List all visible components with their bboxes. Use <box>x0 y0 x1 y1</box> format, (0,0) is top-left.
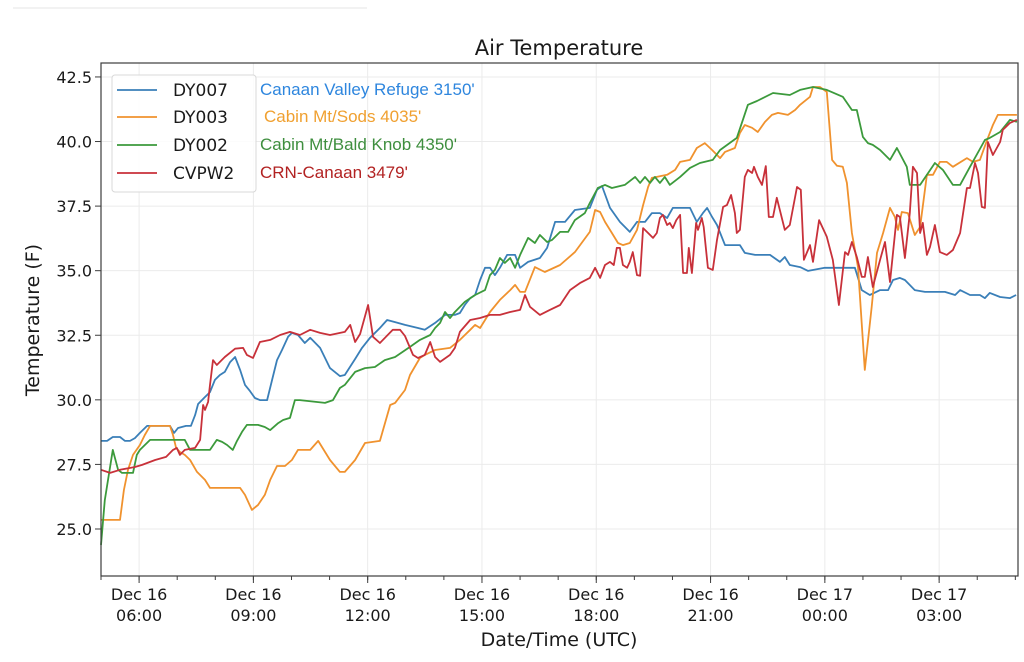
x-axis-label: Date/Time (UTC) <box>481 629 638 651</box>
y-tick-label: 32.5 <box>56 326 92 345</box>
x-axis: Dec 16 06:00 Dec 16 09:00 Dec 16 12:00 Dec 16 1… <box>100 576 1016 625</box>
x-tick-label-time: 18:00 <box>573 606 619 625</box>
y-axis-label: Temperature (F) <box>22 244 44 397</box>
series-lines <box>100 86 1018 546</box>
x-tick-label-date: Dec 17 <box>911 585 967 604</box>
series-line-cvpw2 <box>100 118 1018 474</box>
x-tick-label-date: Dec 17 <box>797 585 853 604</box>
x-tick-label-date: Dec 16 <box>339 585 395 604</box>
x-tick-label-date: Dec 16 <box>111 585 167 604</box>
legend-label: DY007 <box>173 81 228 101</box>
y-tick-label: 25.0 <box>56 520 92 539</box>
y-axis: 25.0 27.5 30.0 32.5 35.0 37.5 40.0 42.5 <box>56 68 101 539</box>
legend-label: DY003 <box>173 108 228 128</box>
top-divider <box>13 7 367 9</box>
x-tick-label-time: 03:00 <box>916 606 962 625</box>
series-line-dy007 <box>101 185 1017 442</box>
station-description: Cabin Mt/Bald Knob 4350' <box>260 135 457 154</box>
x-tick-label-date: Dec 16 <box>682 585 738 604</box>
legend-label: DY002 <box>173 136 228 156</box>
series-line-dy003 <box>101 86 1017 521</box>
y-tick-label: 30.0 <box>56 391 92 410</box>
series-line-dy002 <box>100 86 1018 546</box>
chart-title: Air Temperature <box>475 36 644 60</box>
legend-box <box>111 74 257 193</box>
legend: DY007 DY003 DY002 CVPW2 <box>111 74 257 193</box>
station-description: Cabin Mt/Sods 4035' <box>264 107 421 126</box>
plot-frame <box>100 62 1019 577</box>
y-tick-label: 37.5 <box>56 197 92 216</box>
x-tick-label-time: 12:00 <box>345 606 391 625</box>
station-annotations: Canaan Valley Refuge 3150' Cabin Mt/Sods … <box>260 80 475 182</box>
y-tick-label: 27.5 <box>56 455 92 474</box>
y-tick-label: 42.5 <box>56 68 92 87</box>
x-tick-label-time: 15:00 <box>459 606 505 625</box>
x-tick-label-date: Dec 16 <box>225 585 281 604</box>
y-tick-label: 40.0 <box>56 133 92 152</box>
legend-label: CVPW2 <box>173 164 234 184</box>
station-description: CRN-Canaan 3479' <box>260 163 408 182</box>
y-tick-label: 35.0 <box>56 262 92 281</box>
x-tick-label-time: 00:00 <box>802 606 848 625</box>
station-description: Canaan Valley Refuge 3150' <box>260 80 475 99</box>
x-tick-label-date: Dec 16 <box>454 585 510 604</box>
x-tick-label-time: 09:00 <box>230 606 276 625</box>
x-tick-label-date: Dec 16 <box>568 585 624 604</box>
x-tick-label-time: 21:00 <box>688 606 734 625</box>
x-tick-label-time: 06:00 <box>116 606 162 625</box>
